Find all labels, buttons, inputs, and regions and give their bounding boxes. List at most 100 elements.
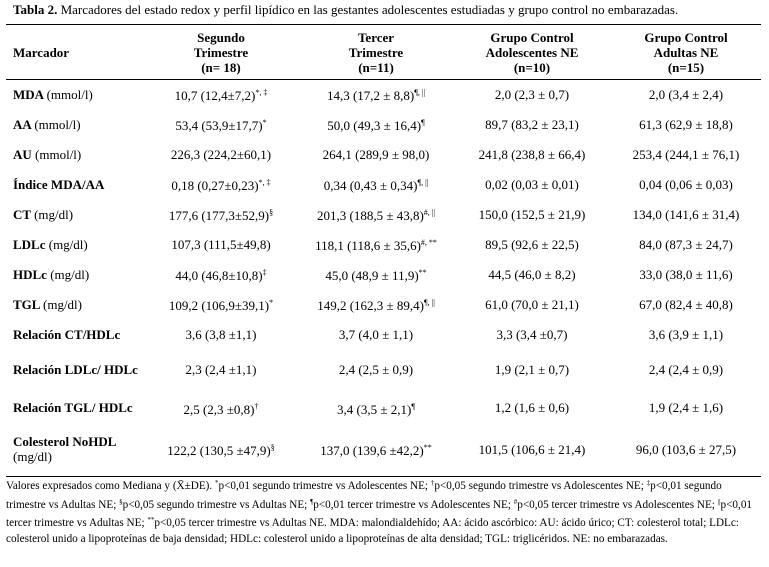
value-cell: 61,3 (62,9 ± 18,8) — [611, 109, 761, 139]
footnote-text: p<0,01 segundo trimestre vs Adultas NE; — [6, 480, 722, 511]
marker-name: AU — [13, 146, 32, 162]
footnote-symbol: ** — [147, 516, 155, 524]
footnote-symbol: † — [430, 479, 435, 487]
significance-mark: ¶, || — [414, 88, 426, 97]
significance-mark: ¶ — [411, 401, 415, 411]
value-cell: 3,6 (3,8 ±1,1) — [143, 319, 299, 349]
value-cell: 3,4 (3,5 ± 2,1)¶ — [299, 389, 453, 426]
value-cell: 2,3 (2,4 ±1,1) — [143, 349, 299, 389]
cell-value: 44,0 (46,8±10,8) — [175, 268, 263, 283]
significance-mark: § — [270, 443, 275, 452]
value-cell: 14,3 (17,2 ± 8,8)¶, || — [299, 79, 453, 109]
cell-value: 107,3 (111,5±49,8) — [171, 236, 271, 252]
cell-value: 134,0 (141,6 ± 31,4) — [632, 206, 740, 222]
value-cell: 150,0 (152,5 ± 21,9) — [453, 199, 611, 229]
cell-value: 89,5 (92,6 ± 22,5) — [485, 236, 579, 252]
table-row: Índice MDA/AA 0,18 (0,27±0,23)*, ‡ 0,34 (0… — [6, 169, 761, 199]
cell-value: 253,4 (244,1 ± 76,1) — [632, 146, 740, 162]
cell-value: 1,2 (1,6 ± 0,6) — [494, 400, 570, 415]
value-cell: 2,4 (2,4 ± 0,9) — [611, 349, 761, 389]
cell-value: 33,0 (38,0 ± 11,6) — [639, 266, 733, 282]
cell-value: 122,2 (130,5 ±47,9) — [167, 443, 271, 458]
row-label: TGL (mg/dl) — [6, 289, 143, 319]
marker-name: MDA — [13, 86, 44, 102]
row-label: HDLc (mg/dl) — [6, 259, 143, 289]
column-header: Marcador — [6, 25, 143, 79]
value-cell: 241,8 (238,8 ± 66,4) — [453, 139, 611, 169]
significance-mark: ** — [423, 443, 432, 452]
footnote-symbol: || — [717, 497, 721, 506]
table-row: HDLc (mg/dl) 44,0 (46,8±10,8)‡ 45,0 (48,9 … — [6, 259, 761, 289]
cell-value: 2,0 (3,4 ± 2,4) — [648, 86, 724, 102]
value-cell: 1,9 (2,4 ± 1,6) — [611, 389, 761, 426]
value-cell: 2,5 (2,3 ±0,8)† — [143, 389, 299, 426]
caption-prefix: Tabla 2. — [13, 2, 58, 17]
value-cell: 50,0 (49,3 ± 16,4)¶ — [299, 109, 453, 139]
column-header-line: Segundo — [197, 29, 245, 45]
footnote-symbol: # — [513, 497, 518, 506]
marker-name: TGL — [13, 296, 40, 312]
cell-value: 10,7 (12,4±7,2) — [174, 88, 256, 103]
footnote-text: p<0,05 segundo trimestre vs Adolescentes… — [434, 480, 647, 492]
cell-value: 44,5 (46,0 ± 8,2) — [488, 266, 576, 282]
row-label: Relación CT/HDLc — [6, 319, 143, 349]
significance-mark: * — [269, 298, 274, 307]
cell-value: 3,6 (3,9 ± 1,1) — [648, 326, 724, 342]
value-cell: 122,2 (130,5 ±47,9)§ — [143, 426, 299, 472]
value-cell: 53,4 (53,9±17,7)* — [143, 109, 299, 139]
cell-value: 53,4 (53,9±17,7) — [175, 118, 263, 133]
cell-value: 14,3 (17,2 ± 8,8) — [326, 88, 415, 103]
value-cell: 101,5 (106,6 ± 21,4) — [453, 426, 611, 472]
footnote-symbol: ¶ — [310, 497, 314, 506]
cell-value: 45,0 (48,9 ± 11,9) — [325, 268, 419, 283]
footnote-text: p<0,05 tercer trimestre vs Adultas NE. M… — [6, 517, 739, 545]
significance-mark: ¶ — [421, 118, 425, 127]
cell-value: 2,3 (2,4 ±1,1) — [185, 361, 257, 377]
row-label: AU (mmol/l) — [6, 139, 143, 169]
marker-unit: (mg/dl) — [43, 296, 82, 312]
header-row: Marcador Segundo Trimestre (n= 18) Tercer Tri… — [6, 25, 761, 79]
value-cell: 45,0 (48,9 ± 11,9)** — [299, 259, 453, 289]
header-rule — [6, 79, 761, 80]
column-header-line: (n=15) — [667, 59, 705, 75]
column-header-line: Adultas NE — [653, 44, 719, 60]
cell-value: 109,2 (106,9±39,1) — [168, 298, 270, 313]
marker-unit: (mmol/l) — [34, 116, 81, 132]
column-header-line: (n=10) — [513, 59, 551, 75]
value-cell: 118,1 (118,6 ± 35,6)#, ** — [299, 229, 453, 259]
cell-value: 264,1 (289,9 ± 98,0) — [322, 146, 430, 162]
table-caption: Tabla 2. Marcadores del estado redox y p… — [13, 2, 758, 18]
value-cell: 89,7 (83,2 ± 23,1) — [453, 109, 611, 139]
cell-value: 1,9 (2,1 ± 0,7) — [494, 361, 570, 377]
table-footnotes: Valores expresados como Mediana y (X̄±DE… — [6, 476, 761, 547]
column-header-line: Adolescentes NE — [485, 44, 579, 60]
significance-mark: ¶, || — [417, 178, 429, 187]
cell-value: 61,3 (62,9 ± 18,8) — [639, 116, 733, 132]
marker-name: Índice MDA/AA — [13, 176, 105, 192]
value-cell: 61,0 (70,0 ± 21,1) — [453, 289, 611, 319]
footnote-text: Valores expresados como Mediana y (X̄±DE… — [6, 480, 216, 492]
cell-value: 61,0 (70,0 ± 21,1) — [485, 296, 579, 312]
value-cell: 67,0 (82,4 ± 40,8) — [611, 289, 761, 319]
value-cell: 1,2 (1,6 ± 0,6) — [453, 389, 611, 426]
marker-name: Relación TGL/ HDLc — [13, 400, 133, 415]
cell-value: 3,4 (3,5 ± 2,1) — [337, 401, 412, 417]
value-cell: 201,3 (188,5 ± 43,8)#, || — [299, 199, 453, 229]
column-header-line: (n=11) — [358, 59, 394, 75]
value-cell: 2,0 (3,4 ± 2,4) — [611, 79, 761, 109]
value-cell: 107,3 (111,5±49,8) — [143, 229, 299, 259]
significance-mark: ¶, || — [423, 298, 435, 307]
marker-unit: (mg/dl) — [13, 449, 52, 464]
value-cell: 137,0 (139,6 ±42,2)** — [299, 426, 453, 472]
significance-mark: #, || — [423, 208, 435, 217]
value-cell: 0,34 (0,43 ± 0,34)¶, || — [299, 169, 453, 199]
marker-name: AA — [13, 116, 32, 132]
column-header-line: (n= 18) — [201, 59, 241, 75]
table-row: TGL (mg/dl) 109,2 (106,9±39,1)* 149,2 (162… — [6, 289, 761, 319]
caption-text: Marcadores del estado redox y perfil lip… — [60, 2, 679, 17]
value-cell: 264,1 (289,9 ± 98,0) — [299, 139, 453, 169]
marker-unit: (mg/dl) — [50, 266, 90, 282]
column-header: Grupo Control Adultas NE (n=15) — [611, 25, 761, 79]
marker-unit: (mmol/l) — [35, 146, 82, 162]
footnote-symbol: ‡ — [646, 479, 651, 487]
